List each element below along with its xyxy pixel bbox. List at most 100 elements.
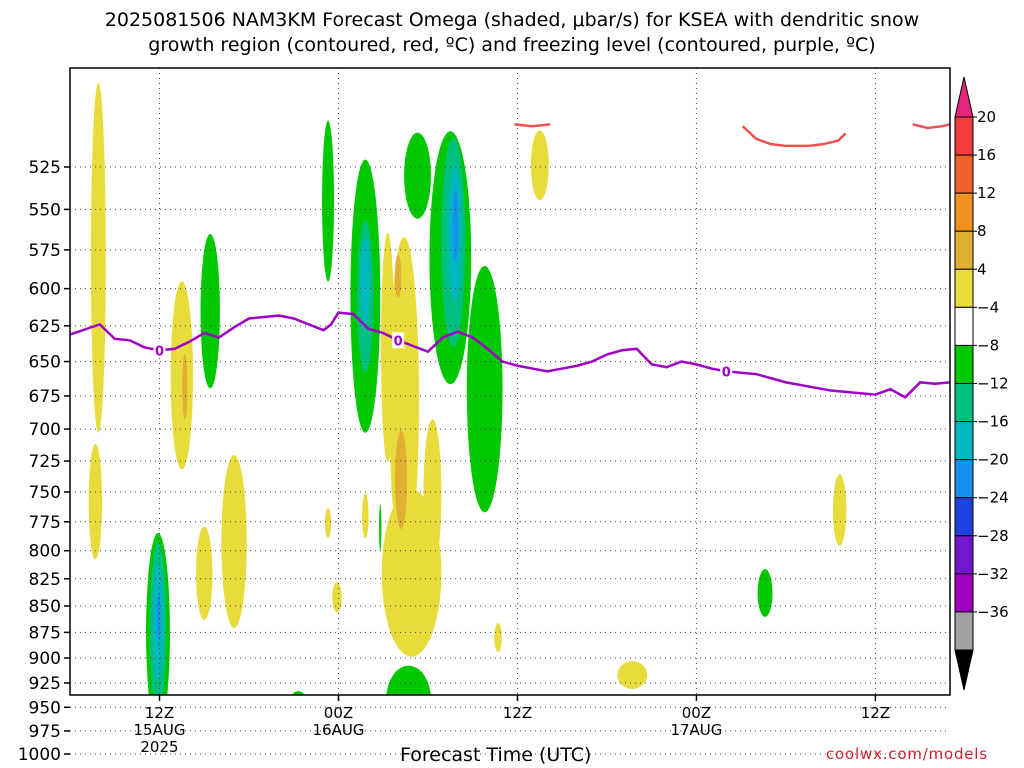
colorbar-label: −16 — [977, 413, 1009, 431]
omega-area — [394, 254, 402, 298]
grid-layer — [70, 68, 950, 755]
omega-area — [832, 474, 847, 546]
omega-area — [494, 623, 502, 653]
omega-area — [182, 353, 188, 420]
x-tick-label: 12Z — [503, 704, 532, 722]
colorbar-box — [954, 383, 974, 423]
colorbar-label: −32 — [977, 565, 1009, 583]
y-tick-label: 1000 — [18, 745, 61, 765]
x-tick-label: 15AUG — [134, 721, 186, 739]
x-axis-title: Forecast Time (UTC) — [400, 744, 592, 766]
omega-area — [291, 691, 305, 695]
y-tick-label: 850 — [29, 597, 61, 617]
omega-area — [530, 130, 549, 201]
colorbar-label: −12 — [977, 375, 1009, 393]
omega-area — [221, 455, 247, 629]
colorbar-bottom-arrow — [954, 649, 974, 691]
colorbar-label: 20 — [977, 108, 996, 126]
x-tick-label: 00Z — [682, 704, 711, 722]
freezing-level-label: 0 — [722, 365, 731, 380]
plot-area-background — [70, 68, 950, 695]
y-tick-label: 675 — [29, 387, 61, 407]
colorbar-box — [954, 344, 974, 384]
y-tick-label: 575 — [29, 241, 61, 261]
omega-area — [325, 507, 332, 539]
omega-area — [360, 238, 370, 324]
omega-area — [386, 665, 431, 695]
colorbar-label: −24 — [977, 489, 1009, 507]
colorbar-box — [954, 268, 974, 308]
omega-area — [332, 582, 342, 613]
y-tick-label: 750 — [29, 483, 61, 503]
omega-area — [404, 132, 431, 219]
y-tick-label: 975 — [29, 722, 61, 742]
colorbar-label: −4 — [977, 298, 999, 316]
plot-frame — [69, 67, 951, 696]
colorbar-box — [954, 116, 974, 156]
freezing-label-background — [392, 332, 405, 349]
omega-area — [362, 493, 369, 539]
x-tick-label: 12Z — [145, 704, 174, 722]
omega-area — [395, 430, 408, 529]
colorbar-box — [954, 497, 974, 537]
omega-area — [380, 232, 395, 462]
y-tick-label: 650 — [29, 353, 61, 373]
y-tick-label: 600 — [29, 280, 61, 300]
y-tick-label: 875 — [29, 623, 61, 643]
colorbar-label: −36 — [977, 603, 1009, 621]
colorbar-label: 12 — [977, 184, 996, 202]
colorbar-box — [954, 535, 974, 575]
y-tick-label: 825 — [29, 570, 61, 590]
x-tick-label: 12Z — [861, 704, 890, 722]
dgz-contour-line — [912, 123, 950, 130]
omega-area — [170, 281, 194, 470]
colorbar-label: 16 — [977, 146, 996, 164]
freezing-label-background — [153, 342, 166, 359]
dgz-contour-line — [514, 123, 551, 128]
source-credit: coolwx.com/models — [826, 745, 988, 763]
colorbar-label: 4 — [977, 260, 987, 278]
y-tick-label: 900 — [29, 649, 61, 669]
y-tick-label: 550 — [29, 200, 61, 220]
y-tick-label: 725 — [29, 452, 61, 472]
omega-area — [617, 661, 648, 689]
colorbar-label: −28 — [977, 527, 1009, 545]
y-tick-label: 775 — [29, 513, 61, 533]
freezing-level-line — [70, 311, 950, 399]
x-tick-label: 2025 — [140, 738, 178, 756]
colorbar-label: −8 — [977, 336, 999, 354]
colorbar-box — [954, 611, 974, 651]
y-tick-label: 800 — [29, 542, 61, 562]
y-tick-label: 525 — [29, 158, 61, 178]
omega-area — [466, 266, 503, 513]
y-tick-label: 925 — [29, 674, 61, 694]
colorbar-label: 8 — [977, 222, 987, 240]
freezing-label-background — [720, 363, 733, 380]
colorbar-label: −20 — [977, 451, 1009, 469]
colorbar-box — [954, 192, 974, 232]
colorbar-box — [954, 421, 974, 461]
omega-area — [90, 82, 106, 433]
omega-area — [322, 120, 334, 282]
colorbar-top-arrow — [954, 76, 974, 118]
omega-area — [452, 189, 459, 262]
colorbar-box — [954, 573, 974, 613]
y-tick-label: 700 — [29, 420, 61, 440]
omega-area — [200, 233, 220, 389]
x-tick-label: 17AUG — [670, 721, 722, 739]
omega-area — [156, 593, 161, 640]
y-tick-label: 950 — [29, 698, 61, 718]
omega-area — [423, 419, 442, 570]
omega-area — [196, 526, 213, 620]
freezing-level-label: 0 — [155, 344, 164, 359]
chart-title-line-1: 2025081506 NAM3KM Forecast Omega (shaded… — [104, 9, 920, 31]
omega-shading-layer — [88, 82, 847, 695]
colorbar-box — [954, 230, 974, 270]
omega-area — [88, 443, 103, 560]
colorbar: 20 16 12 8 4 −4 −8 −12 −16 −20 −24 −28 −32 −36 — [954, 76, 1009, 691]
dendritic-growth-contour-layer — [514, 123, 950, 148]
omega-area — [379, 504, 382, 552]
freezing-level-label: 0 — [394, 334, 403, 349]
